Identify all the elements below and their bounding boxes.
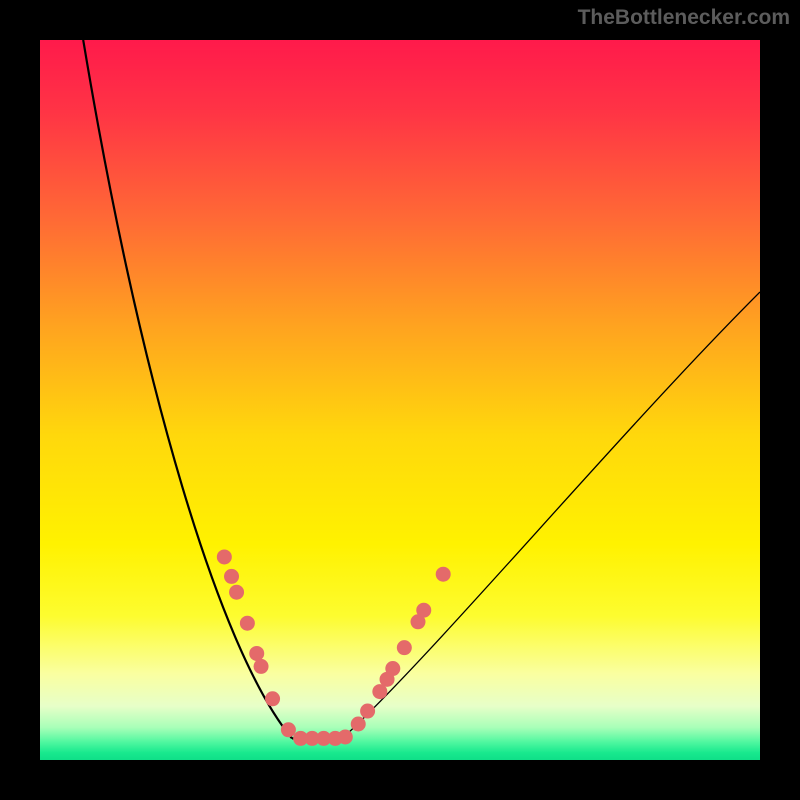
data-marker: [360, 704, 375, 719]
chart-frame: [0, 0, 800, 800]
data-marker: [338, 729, 353, 744]
data-marker: [240, 616, 255, 631]
chart-container: TheBottlenecker.com: [0, 0, 800, 800]
data-marker: [254, 659, 269, 674]
watermark-text: TheBottlenecker.com: [578, 6, 790, 30]
data-marker: [265, 691, 280, 706]
data-marker: [416, 603, 431, 618]
data-marker: [229, 585, 244, 600]
data-marker: [436, 567, 451, 582]
data-marker: [385, 661, 400, 676]
data-marker: [224, 569, 239, 584]
data-marker: [351, 717, 366, 732]
data-marker: [217, 549, 232, 564]
data-marker: [281, 722, 296, 737]
data-marker: [397, 640, 412, 655]
data-marker: [249, 646, 264, 661]
